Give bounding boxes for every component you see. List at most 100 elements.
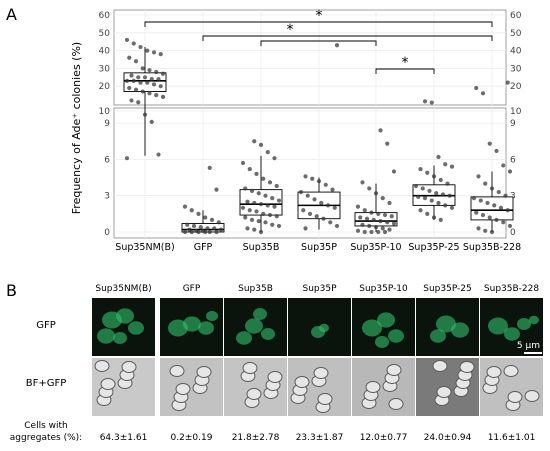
data-point <box>312 197 317 202</box>
data-point <box>501 163 506 168</box>
data-point <box>328 220 333 225</box>
data-point <box>270 222 275 227</box>
bf-cell <box>169 365 185 377</box>
aggregate-value: 11.6±1.01 <box>488 433 536 443</box>
data-point <box>332 205 337 210</box>
bf-cell <box>386 364 402 376</box>
data-point <box>438 177 443 183</box>
bf-cell <box>486 366 502 378</box>
data-point <box>131 78 136 83</box>
data-point <box>258 142 264 147</box>
data-point <box>496 189 501 195</box>
data-point <box>334 43 340 48</box>
gfp-cell <box>168 319 188 337</box>
data-point <box>252 139 257 144</box>
y-tick-label-right: 20 <box>510 82 522 92</box>
data-point <box>138 80 143 85</box>
gfp-cell <box>451 322 469 338</box>
data-point <box>489 229 495 235</box>
data-point <box>362 229 367 235</box>
data-point <box>431 215 437 220</box>
data-points <box>124 37 513 235</box>
data-point <box>429 198 434 203</box>
data-point <box>212 226 217 231</box>
data-point <box>382 229 388 235</box>
data-point <box>380 196 385 201</box>
data-point <box>151 82 157 87</box>
gfp-image <box>92 298 155 356</box>
data-point <box>501 220 506 225</box>
x-tick-labels: Sup35NM(B) GFP Sup35B Sup35P Sup35P-10 Sup35P… <box>115 242 521 253</box>
data-point <box>127 55 132 60</box>
data-point <box>373 191 379 196</box>
y-tick-label-left: 30 <box>99 64 111 74</box>
data-point <box>471 196 477 201</box>
data-point <box>133 87 139 92</box>
data-point <box>249 188 255 193</box>
bf-cell <box>175 383 191 395</box>
y-tick-label-left: 50 <box>99 29 111 39</box>
gfp-cell <box>253 308 267 320</box>
data-point <box>314 214 319 219</box>
gfp-cell <box>206 310 218 322</box>
significance-bracket <box>202 35 493 41</box>
significance-star: * <box>287 22 294 38</box>
data-point <box>487 141 492 146</box>
data-point <box>216 220 221 225</box>
y-tick-label-left: 10 <box>99 107 111 117</box>
data-point <box>376 229 381 235</box>
aggregates-label-line1: Cells with <box>24 421 67 431</box>
data-point <box>425 170 430 175</box>
data-point <box>256 191 261 196</box>
data-point <box>436 154 441 160</box>
y-tick-label-right: 0 <box>510 228 516 238</box>
gfp-micrographs <box>92 298 543 356</box>
y-tick-label-right: 6 <box>510 155 516 165</box>
data-point <box>321 216 326 221</box>
data-point <box>385 220 390 225</box>
gfp-cell <box>388 329 404 343</box>
bf-cell <box>459 361 475 373</box>
bf-cell <box>317 393 333 405</box>
data-point <box>391 221 397 226</box>
data-point <box>124 156 130 161</box>
data-point <box>151 50 157 55</box>
y-tick-label-left: 60 <box>99 11 111 21</box>
data-point <box>385 141 390 146</box>
data-point <box>431 174 437 179</box>
data-point <box>307 211 313 216</box>
data-point <box>129 73 134 78</box>
data-point <box>478 198 483 203</box>
data-point <box>252 200 257 206</box>
gfp-cell <box>529 315 539 325</box>
data-point <box>131 41 136 46</box>
y-tick-label-right: 9 <box>510 119 516 129</box>
data-point <box>133 59 139 64</box>
box <box>123 72 167 92</box>
data-point <box>474 210 479 215</box>
data-point <box>367 186 372 191</box>
scale-bar-label: 5 μm <box>517 341 540 351</box>
data-point <box>355 228 361 233</box>
data-point <box>427 188 432 193</box>
y-tick-label-left: 3 <box>104 192 110 202</box>
data-point <box>483 181 488 186</box>
bf-cell <box>196 366 212 378</box>
data-point <box>249 217 255 222</box>
data-point <box>272 204 277 209</box>
data-point <box>298 189 304 195</box>
gfp-cell <box>245 318 263 334</box>
data-point <box>258 229 264 235</box>
row-label-bf-gfp: BF+GFP <box>26 378 67 389</box>
panel-b-label: B <box>6 281 17 300</box>
data-point <box>136 100 141 105</box>
bf-gfp-micrographs <box>92 358 543 416</box>
gfp-cell <box>261 328 275 340</box>
data-point <box>129 98 134 103</box>
significance-star: * <box>402 55 409 71</box>
data-point <box>198 225 203 230</box>
data-point <box>447 193 452 198</box>
data-point <box>301 208 306 213</box>
data-point <box>240 205 246 210</box>
